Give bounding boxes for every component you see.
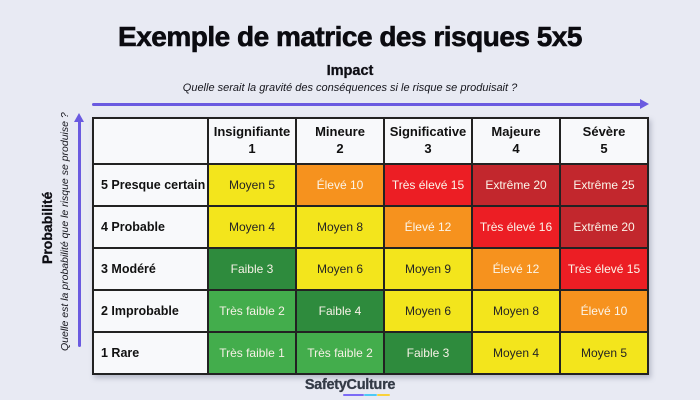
matrix-cell: Élevé 10 [559, 289, 649, 333]
matrix-cell: Élevé 12 [383, 205, 473, 249]
column-header-name: Majeure [491, 124, 541, 140]
impact-axis-label: Impact [326, 63, 374, 79]
impact-arrow-line [92, 103, 642, 106]
column-header-name: Significative [389, 124, 467, 140]
column-header: Insignifiante 1 [207, 117, 297, 165]
probability-axis-arrow [74, 113, 85, 347]
column-header-number: 4 [512, 141, 520, 156]
column-header-name: Mineure [315, 124, 365, 140]
matrix-cell: Extrême 25 [559, 163, 649, 207]
matrix-row: 3 Modéré Faible 3 Moyen 6 Moyen 9 Élevé 12 Tr… [92, 247, 649, 291]
matrix-cell: Moyen 4 [207, 205, 297, 249]
matrix-cell: Élevé 10 [295, 163, 385, 207]
row-label: 1 Rare [92, 331, 209, 375]
matrix-cell: Moyen 8 [295, 205, 385, 249]
probability-axis-label: Probabilité [39, 191, 55, 265]
matrix-cell: Très élevé 15 [383, 163, 473, 207]
matrix-cell: Moyen 9 [383, 247, 473, 291]
matrix-row: 5 Presque certain Moyen 5 Élevé 10 Très éle… [92, 163, 649, 207]
safetyculture-logo-underline [343, 393, 391, 396]
matrix-cell: Extrême 20 [471, 163, 561, 207]
matrix-cell: Moyen 5 [207, 163, 297, 207]
row-label: 4 Probable [92, 205, 209, 249]
matrix-cell: Très faible 2 [295, 331, 385, 375]
matrix-cell: Moyen 4 [471, 331, 561, 375]
matrix-cell: Extrême 20 [559, 205, 649, 249]
impact-axis-arrow [92, 99, 649, 110]
safetyculture-logo-text: SafetyCulture [304, 377, 396, 393]
probability-arrow-line [78, 120, 81, 347]
column-header: Significative 3 [383, 117, 473, 165]
matrix-cell: Faible 4 [295, 289, 385, 333]
column-header-number: 3 [424, 141, 432, 156]
column-header-number: 2 [336, 141, 344, 156]
matrix-cell: Faible 3 [383, 331, 473, 375]
impact-axis-question: Quelle serait la gravité des conséquence… [182, 82, 518, 94]
row-label: 3 Modéré [92, 247, 209, 291]
safetyculture-logo: SafetyCulture [304, 377, 396, 396]
column-header-name: Sévère [582, 124, 626, 140]
matrix-cell: Très faible 1 [207, 331, 297, 375]
matrix-cell: Très élevé 15 [559, 247, 649, 291]
risk-matrix-table: Insignifiante 1 Mineure 2 Significative 3 Maje… [92, 117, 649, 375]
matrix-cell: Moyen 5 [559, 331, 649, 375]
matrix-cell: Moyen 6 [383, 289, 473, 333]
column-header-number: 5 [600, 141, 608, 156]
column-header-number: 1 [248, 141, 256, 156]
matrix-row: 1 Rare Très faible 1 Très faible 2 Faible 3… [92, 331, 649, 375]
column-header: Sévère 5 [559, 117, 649, 165]
matrix-header-row: Insignifiante 1 Mineure 2 Significative 3 Maje… [92, 117, 649, 165]
arrow-right-icon [640, 99, 649, 109]
matrix-cell: Très élevé 16 [471, 205, 561, 249]
row-label: 5 Presque certain [92, 163, 209, 207]
matrix-cell: Faible 3 [207, 247, 297, 291]
matrix-corner-cell [92, 117, 209, 165]
matrix-row: 2 Improbable Très faible 2 Faible 4 Moyen 6… [92, 289, 649, 333]
matrix-cell: Moyen 6 [295, 247, 385, 291]
impact-axis-header: Impact Quelle serait la gravité des cons… [0, 63, 700, 94]
arrow-up-icon [74, 113, 84, 122]
matrix-cell: Très faible 2 [207, 289, 297, 333]
matrix-cell: Moyen 8 [471, 289, 561, 333]
probability-axis-question: Quelle est la probabilité que le risque … [59, 112, 71, 352]
column-header: Majeure 4 [471, 117, 561, 165]
footer: SafetyCulture [0, 376, 700, 396]
column-header: Mineure 2 [295, 117, 385, 165]
page-title: Exemple de matrice des risques 5x5 [118, 21, 583, 53]
matrix-row: 4 Probable Moyen 4 Moyen 8 Élevé 12 Très éle… [92, 205, 649, 249]
row-label: 2 Improbable [92, 289, 209, 333]
column-header-name: Insignifiante [213, 124, 291, 140]
matrix-cell: Élevé 12 [471, 247, 561, 291]
